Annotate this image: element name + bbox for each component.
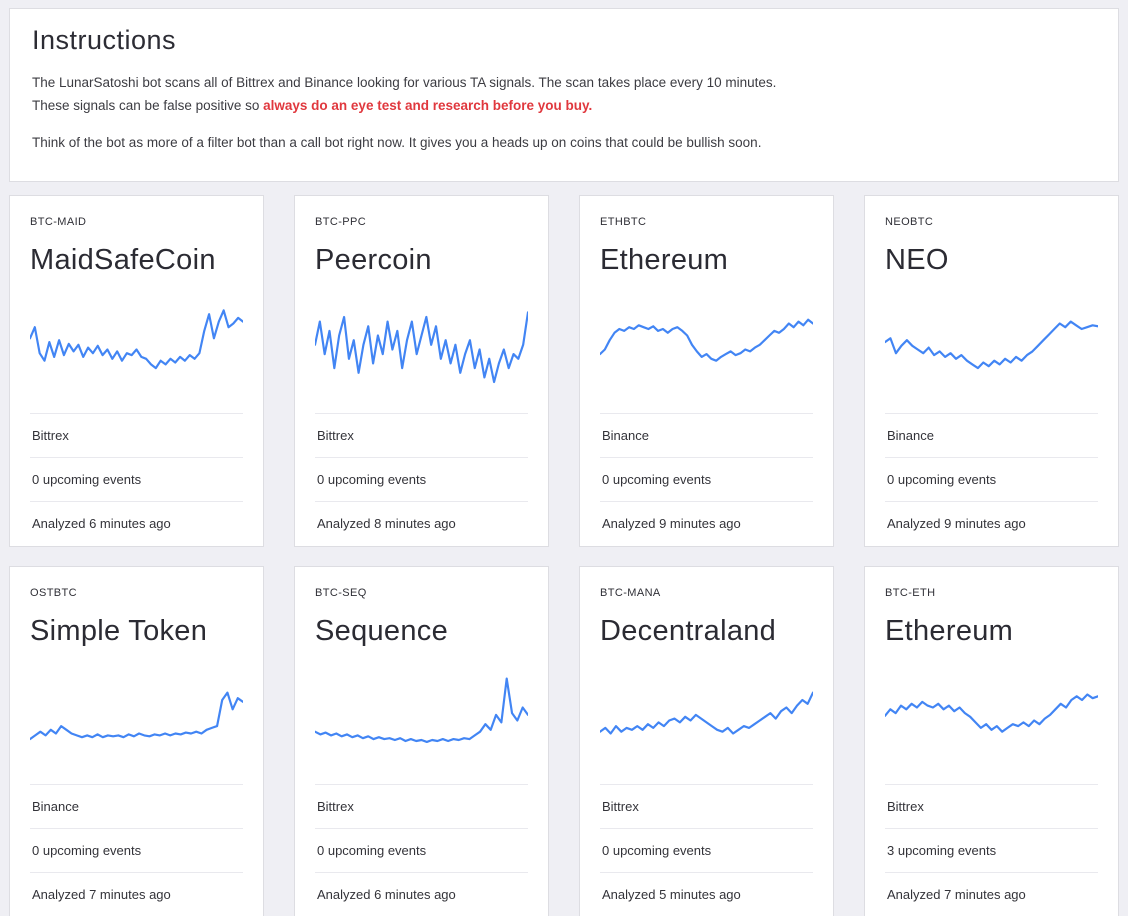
card-exchange: Binance <box>30 783 243 828</box>
sparkline-svg <box>885 693 1098 733</box>
instructions-warning-text: always do an eye test and research befor… <box>263 97 593 113</box>
price-sparkline-chart <box>600 287 813 413</box>
card-analyzed: Analyzed 6 minutes ago <box>30 500 243 545</box>
card-events: 0 upcoming events <box>30 456 243 501</box>
sparkline-svg <box>30 691 243 741</box>
coin-name: Ethereum <box>600 243 729 276</box>
card-events: 0 upcoming events <box>30 827 243 872</box>
card-ticker: BTC-MANA <box>600 586 661 599</box>
coin-name: MaidSafeCoin <box>30 243 216 276</box>
card-events: 0 upcoming events <box>315 456 528 501</box>
card-exchange: Bittrex <box>30 412 243 457</box>
card-analyzed: Analyzed 6 minutes ago <box>315 871 528 916</box>
card-events: 0 upcoming events <box>600 456 813 501</box>
price-sparkline-chart <box>885 287 1098 413</box>
card-ticker: ETHBTC <box>600 215 647 228</box>
sparkline-path <box>30 691 243 741</box>
card-analyzed: Analyzed 8 minutes ago <box>315 500 528 545</box>
sparkline-svg <box>600 691 813 735</box>
card-ticker: BTC-ETH <box>885 586 936 599</box>
sparkline-path <box>600 691 813 735</box>
card-ticker: BTC-MAID <box>30 215 87 228</box>
sparkline-svg <box>30 309 243 370</box>
instructions-line-2-prefix: These signals can be false positive so <box>32 97 264 113</box>
price-sparkline-chart <box>600 658 813 784</box>
card-analyzed: Analyzed 9 minutes ago <box>600 500 813 545</box>
card-analyzed: Analyzed 7 minutes ago <box>885 871 1098 916</box>
coin-card[interactable]: ETHBTC Ethereum Binance 0 upcoming event… <box>579 194 834 547</box>
instructions-title: Instructions <box>32 25 177 55</box>
card-events: 0 upcoming events <box>600 827 813 872</box>
instructions-paragraph-2: Think of the bot as more of a filter bot… <box>32 134 762 150</box>
coin-card[interactable]: OSTBTC Simple Token Binance 0 upcoming e… <box>9 565 264 916</box>
coin-card-grid: BTC-MAID MaidSafeCoin Bittrex 0 upcoming… <box>0 194 1128 916</box>
coin-card[interactable]: BTC-PPC Peercoin Bittrex 0 upcoming even… <box>294 194 549 547</box>
sparkline-path <box>885 693 1098 733</box>
card-exchange: Bittrex <box>315 783 528 828</box>
sparkline-path <box>315 311 528 383</box>
card-exchange: Bittrex <box>315 412 528 457</box>
card-exchange: Bittrex <box>885 783 1098 828</box>
sparkline-svg <box>315 311 528 383</box>
coin-card[interactable]: NEOBTC NEO Binance 0 upcoming events Ana… <box>864 194 1119 547</box>
card-analyzed: Analyzed 9 minutes ago <box>885 500 1098 545</box>
card-events: 0 upcoming events <box>315 827 528 872</box>
card-analyzed: Analyzed 7 minutes ago <box>30 871 243 916</box>
sparkline-path <box>315 677 528 743</box>
card-exchange: Binance <box>600 412 813 457</box>
instructions-panel: Instructions The LunarSatoshi bot scans … <box>9 8 1119 182</box>
coin-card[interactable]: BTC-ETH Ethereum Bittrex 3 upcoming even… <box>864 565 1119 916</box>
sparkline-path <box>600 318 813 362</box>
price-sparkline-chart <box>315 658 528 784</box>
sparkline-svg <box>885 320 1098 370</box>
card-ticker: BTC-SEQ <box>315 586 367 599</box>
coin-name: Sequence <box>315 614 449 647</box>
coin-card[interactable]: BTC-MAID MaidSafeCoin Bittrex 0 upcoming… <box>9 194 264 547</box>
card-events: 0 upcoming events <box>885 456 1098 501</box>
sparkline-path <box>885 320 1098 370</box>
instructions-line-1: The LunarSatoshi bot scans all of Bittre… <box>32 75 777 90</box>
card-ticker: OSTBTC <box>30 586 78 599</box>
price-sparkline-chart <box>30 287 243 413</box>
sparkline-path <box>30 309 243 370</box>
coin-name: Ethereum <box>885 614 1014 647</box>
coin-name: Peercoin <box>315 243 432 276</box>
coin-card[interactable]: BTC-MANA Decentraland Bittrex 0 upcoming… <box>579 565 834 916</box>
coin-card[interactable]: BTC-SEQ Sequence Bittrex 0 upcoming even… <box>294 565 549 916</box>
sparkline-svg <box>600 318 813 362</box>
coin-name: Decentraland <box>600 614 777 647</box>
card-exchange: Binance <box>885 412 1098 457</box>
card-exchange: Bittrex <box>600 783 813 828</box>
coin-name: Simple Token <box>30 614 208 647</box>
price-sparkline-chart <box>30 658 243 784</box>
sparkline-svg <box>315 677 528 743</box>
card-ticker: NEOBTC <box>885 215 934 228</box>
card-analyzed: Analyzed 5 minutes ago <box>600 871 813 916</box>
card-ticker: BTC-PPC <box>315 215 367 228</box>
coin-name: NEO <box>885 243 949 276</box>
price-sparkline-chart <box>315 287 528 413</box>
card-events: 3 upcoming events <box>885 827 1098 872</box>
instructions-paragraph-1: The LunarSatoshi bot scans all of Bittre… <box>32 72 1094 118</box>
price-sparkline-chart <box>885 658 1098 784</box>
